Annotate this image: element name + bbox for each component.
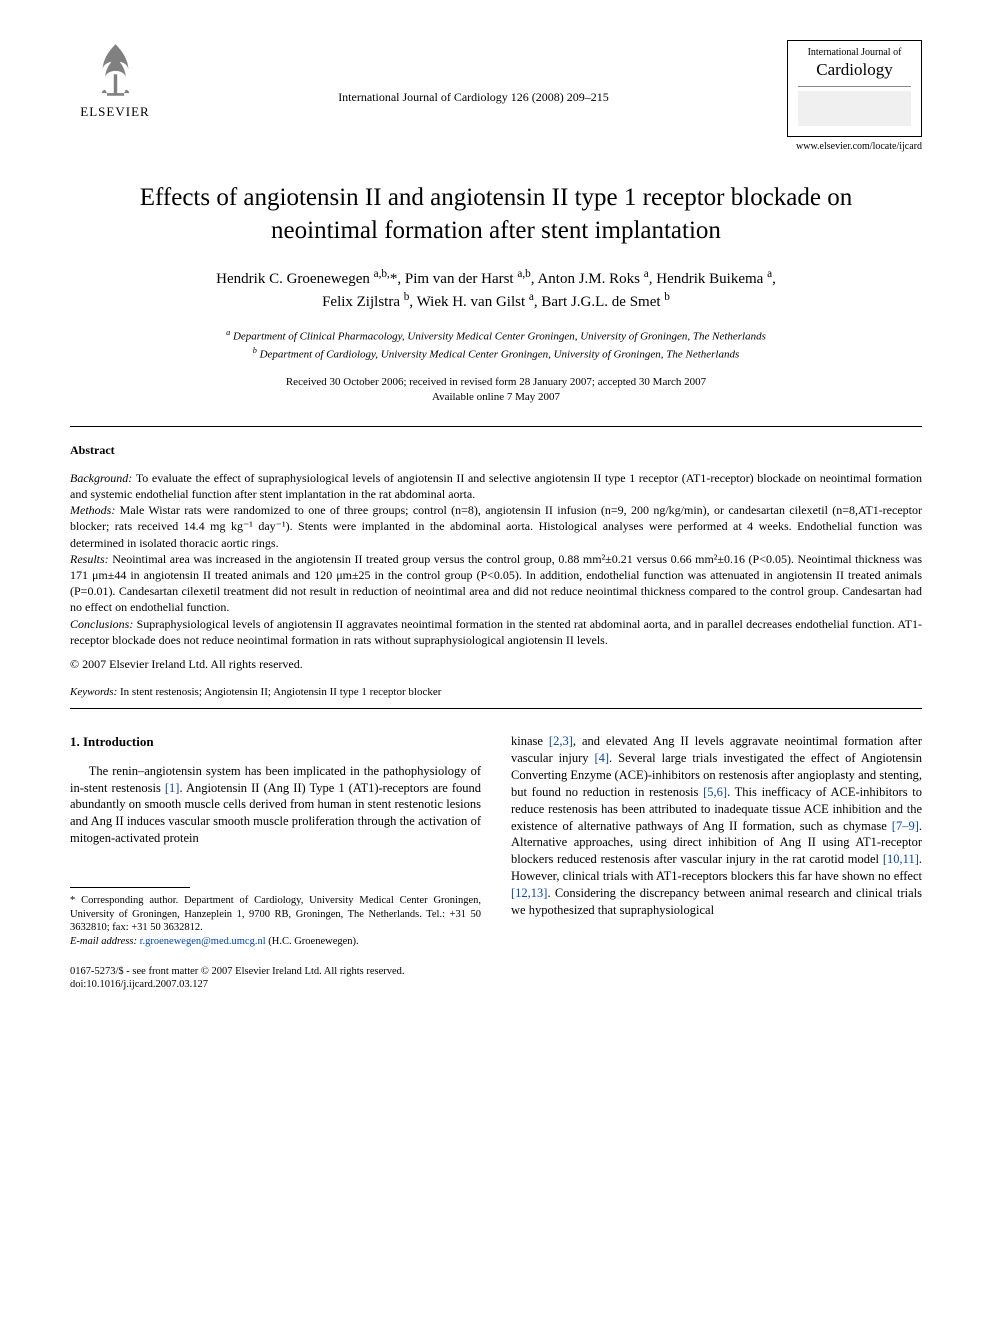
abstract-results-label: Results: (70, 552, 112, 566)
journal-box-supertitle: International Journal of (798, 47, 911, 58)
affiliations: a Department of Clinical Pharmacology, U… (70, 327, 922, 363)
keywords-label: Keywords: (70, 686, 117, 698)
section-number: 1. (70, 734, 80, 749)
rule-above-abstract (70, 426, 922, 427)
email-link[interactable]: r.groenewegen@med.umcg.nl (140, 936, 266, 947)
journal-cover-block: International Journal of Cardiology www.… (787, 40, 922, 152)
journal-url: www.elsevier.com/locate/ijcard (787, 141, 922, 152)
intro-text-r1: kinase (511, 734, 549, 748)
ref-link-79[interactable]: [7–9] (892, 819, 919, 833)
intro-paragraph-left: The renin–angiotensin system has been im… (70, 763, 481, 847)
right-column: kinase [2,3], and elevated Ang II levels… (511, 733, 922, 992)
section-title: Introduction (83, 734, 154, 749)
keywords-line: Keywords: In stent restenosis; Angiotens… (70, 686, 922, 698)
affiliation-a-text: Department of Clinical Pharmacology, Uni… (233, 331, 766, 343)
abstract-results-text: Neointimal area was increased in the ang… (70, 552, 922, 615)
journal-box-title: Cardiology (798, 60, 911, 87)
online-date: Available online 7 May 2007 (70, 390, 922, 405)
abstract-background-label: Background: (70, 471, 136, 485)
ref-link-1011[interactable]: [10,11] (883, 852, 919, 866)
email-label: E-mail address: (70, 936, 137, 947)
section-heading-intro: 1. Introduction (70, 733, 481, 751)
journal-cover-box: International Journal of Cardiology (787, 40, 922, 137)
abstract-background-text: To evaluate the effect of supraphysiolog… (70, 471, 922, 501)
footnote-email-line: E-mail address: r.groenewegen@med.umcg.n… (70, 935, 481, 949)
abstract-heading: Abstract (70, 443, 922, 458)
publisher-name: ELSEVIER (80, 104, 149, 120)
abstract-copyright: © 2007 Elsevier Ireland Ltd. All rights … (70, 656, 922, 672)
ref-link-4[interactable]: [4] (594, 751, 609, 765)
keywords-text: In stent restenosis; Angiotensin II; Ang… (120, 686, 441, 698)
footnote-rule (70, 887, 190, 888)
received-date: Received 30 October 2006; received in re… (70, 375, 922, 390)
article-title: Effects of angiotensin II and angiotensi… (110, 182, 882, 247)
abstract-methods-label: Methods: (70, 503, 120, 517)
email-tail: (H.C. Groenewegen). (268, 936, 358, 947)
ref-link-56[interactable]: [5,6] (703, 785, 727, 799)
abstract-conclusions-label: Conclusions: (70, 617, 137, 631)
body-columns: 1. Introduction The renin–angiotensin sy… (70, 733, 922, 992)
front-matter-line: 0167-5273/$ - see front matter © 2007 El… (70, 965, 481, 979)
affiliation-b-text: Department of Cardiology, University Med… (260, 349, 740, 361)
affiliation-b: b Department of Cardiology, University M… (70, 345, 922, 363)
doi-line: doi:10.1016/j.ijcard.2007.03.127 (70, 978, 481, 992)
author-list: Hendrik C. Groenewegen a,b,*, Pim van de… (100, 267, 892, 313)
footnote-corr-text: * Corresponding author. Department of Ca… (70, 894, 481, 935)
abstract-methods-text: Male Wistar rats were randomized to one … (70, 503, 922, 549)
left-column: 1. Introduction The renin–angiotensin sy… (70, 733, 481, 992)
corresponding-author-footnote: * Corresponding author. Department of Ca… (70, 894, 481, 949)
ref-link-23[interactable]: [2,3] (549, 734, 573, 748)
intro-text-r7: . Considering the discrepancy between an… (511, 886, 922, 917)
article-dates: Received 30 October 2006; received in re… (70, 375, 922, 406)
page-header: ELSEVIER International Journal of Cardio… (70, 40, 922, 152)
journal-reference-line: International Journal of Cardiology 126 … (160, 90, 787, 105)
affiliation-a: a Department of Clinical Pharmacology, U… (70, 327, 922, 345)
journal-cover-thumbnail (798, 91, 911, 126)
intro-paragraph-right: kinase [2,3], and elevated Ang II levels… (511, 733, 922, 919)
ref-link-1[interactable]: [1] (165, 781, 180, 795)
ref-link-1213[interactable]: [12,13] (511, 886, 547, 900)
doi-block: 0167-5273/$ - see front matter © 2007 El… (70, 965, 481, 992)
abstract-conclusions-text: Supraphysiological levels of angiotensin… (70, 617, 922, 647)
rule-below-keywords (70, 708, 922, 709)
abstract-body: Background: To evaluate the effect of su… (70, 470, 922, 672)
publisher-logo: ELSEVIER (70, 40, 160, 135)
elsevier-tree-icon (88, 40, 143, 100)
